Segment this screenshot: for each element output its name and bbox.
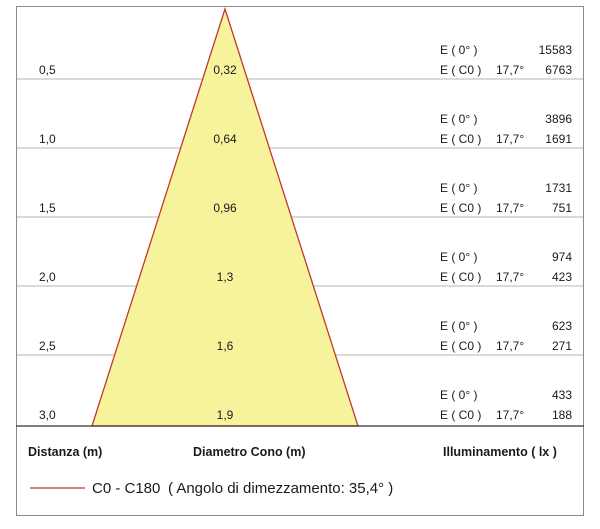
e0-label: E ( 0° ) [440, 112, 477, 126]
diameter-value: 1,3 [217, 270, 234, 284]
ec0-label: E ( C0 ) [440, 339, 481, 353]
ec0-value: 751 [552, 201, 572, 215]
row-texts: 0,5 0,32 E ( 0° ) 15583 E ( C0 ) 17,7° 6763 1,0… [39, 43, 572, 422]
ec0-angle: 17,7° [496, 270, 524, 284]
legend-note: ( Angolo di dimezzamento: 35,4° ) [168, 480, 393, 497]
distance-value: 1,5 [39, 201, 56, 215]
ec0-value: 6763 [545, 63, 572, 77]
diameter-value: 0,32 [213, 63, 237, 77]
row-lines [17, 78, 583, 356]
e0-value: 974 [552, 250, 572, 264]
e0-label: E ( 0° ) [440, 250, 477, 264]
ec0-angle: 17,7° [496, 339, 524, 353]
header-diameter: Diametro Cono (m) [193, 445, 306, 459]
e0-value: 15583 [539, 43, 573, 57]
distance-value: 0,5 [39, 63, 56, 77]
ec0-value: 423 [552, 270, 572, 284]
ec0-angle: 17,7° [496, 201, 524, 215]
ec0-label: E ( C0 ) [440, 132, 481, 146]
distance-value: 2,5 [39, 339, 56, 353]
diameter-value: 0,96 [213, 201, 237, 215]
diameter-value: 1,9 [217, 408, 234, 422]
e0-value: 1731 [545, 181, 572, 195]
ec0-value: 1691 [545, 132, 572, 146]
ec0-angle: 17,7° [496, 63, 524, 77]
diameter-value: 1,6 [217, 339, 234, 353]
e0-value: 623 [552, 319, 572, 333]
header-distance: Distanza (m) [28, 445, 102, 459]
header-illuminance: Illuminamento ( lx ) [443, 445, 557, 459]
e0-label: E ( 0° ) [440, 388, 477, 402]
e0-label: E ( 0° ) [440, 181, 477, 195]
e0-value: 433 [552, 388, 572, 402]
ec0-value: 188 [552, 408, 572, 422]
distance-value: 3,0 [39, 408, 56, 422]
legend-label: C0 - C180 [92, 480, 160, 497]
e0-label: E ( 0° ) [440, 319, 477, 333]
distance-value: 2,0 [39, 270, 56, 284]
ec0-angle: 17,7° [496, 408, 524, 422]
diagram-frame [16, 6, 584, 516]
ec0-label: E ( C0 ) [440, 201, 481, 215]
ec0-label: E ( C0 ) [440, 408, 481, 422]
ec0-label: E ( C0 ) [440, 63, 481, 77]
ec0-angle: 17,7° [496, 132, 524, 146]
distance-value: 1,0 [39, 132, 56, 146]
ec0-label: E ( C0 ) [440, 270, 481, 284]
ec0-value: 271 [552, 339, 572, 353]
e0-label: E ( 0° ) [440, 43, 477, 57]
diameter-value: 0,64 [213, 132, 237, 146]
e0-value: 3896 [545, 112, 572, 126]
